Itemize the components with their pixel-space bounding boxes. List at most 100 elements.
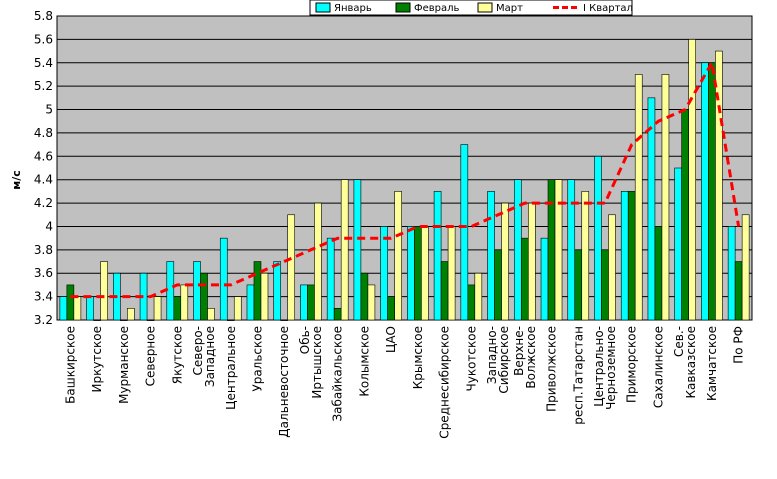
y-axis: 3.2 3.4 3.6 3.8 4 4.2 4.4 4.6 4.8 5 5.2 5.4 5.6 5.8 xyxy=(34,9,53,327)
y-tick-label: 4.6 xyxy=(34,149,53,163)
x-tick-label: Камчатское xyxy=(705,326,719,401)
x-tick-label: Среднесибирское xyxy=(438,326,452,439)
bar-feb-4 xyxy=(173,296,182,321)
x-tick-label: Башкирское xyxy=(63,326,77,404)
x-tick-line: Кавказское xyxy=(684,326,698,399)
bar-jan-18 xyxy=(540,237,549,321)
y-tick-label: 5.4 xyxy=(34,56,53,70)
bar-feb-1 xyxy=(93,319,101,321)
bar-mar-12 xyxy=(394,191,402,321)
bar-feb-24 xyxy=(708,62,716,321)
y-tick-label: 4.4 xyxy=(34,173,53,187)
bar-jan-13 xyxy=(407,226,415,321)
bar-feb-3 xyxy=(146,319,155,321)
bar-jan-10 xyxy=(326,237,335,321)
x-tick-line: Северо- xyxy=(191,326,205,376)
bar-jan-19 xyxy=(567,179,576,321)
x-tick-label: Обь-Иртышское xyxy=(298,326,324,399)
bar-feb-17 xyxy=(520,237,529,321)
x-tick-text: Центральное xyxy=(224,326,238,410)
x-tick-line: Черноземное xyxy=(604,326,618,410)
bar-feb-6 xyxy=(226,319,235,321)
bar-mar-24 xyxy=(715,50,723,321)
x-tick-text: Башкирское xyxy=(63,326,77,404)
bar-jan-20 xyxy=(594,156,602,321)
bar-jan-12 xyxy=(380,226,388,321)
bar-feb-14 xyxy=(440,261,449,321)
bar-mar-15 xyxy=(474,272,483,321)
y-tick-label: 4 xyxy=(45,219,53,233)
bar-mar-19 xyxy=(581,191,590,321)
bar-jan-7 xyxy=(246,284,255,321)
bar-feb-22 xyxy=(654,226,663,321)
x-tick-label: Приморское xyxy=(625,326,639,403)
x-tick-text: Колымское xyxy=(357,326,371,397)
bar-jan-15 xyxy=(460,144,469,321)
x-tick-line: Камчатское xyxy=(705,326,719,401)
bar-jan-9 xyxy=(300,284,308,321)
x-tick-line: Забайкальское xyxy=(331,326,345,422)
x-tick-text: Сахалинское xyxy=(651,326,665,408)
legend-label: Январь xyxy=(334,3,372,14)
x-tick-text: Мурманское xyxy=(117,326,131,404)
x-tick-line: Сибирское xyxy=(497,326,511,394)
bar-mar-7 xyxy=(260,272,269,321)
bar-feb-23 xyxy=(681,109,689,321)
y-tick-label: 3.4 xyxy=(34,290,53,304)
x-tick-line: Волжское xyxy=(524,326,538,389)
legend-box xyxy=(309,0,633,16)
x-tick-text: Якутское xyxy=(170,326,184,384)
legend-swatch xyxy=(395,2,411,13)
bar-mar-23 xyxy=(688,39,696,321)
x-tick-line: Колымское xyxy=(357,326,371,397)
x-tick-label: Сахалинское xyxy=(651,326,665,408)
x-tick-text: Уральское xyxy=(251,326,265,392)
y-tick-label: 3.6 xyxy=(34,266,53,280)
x-tick-text: Иркутское xyxy=(90,326,104,393)
bar-jan-23 xyxy=(674,167,682,321)
bar-mar-16 xyxy=(501,202,509,321)
bar-feb-13 xyxy=(414,226,422,321)
y-tick-label: 4.2 xyxy=(34,196,53,210)
x-tick-text: Северное xyxy=(144,326,158,386)
x-tick-text: Западно-Сибирское xyxy=(485,326,511,394)
bar-feb-11 xyxy=(360,272,369,321)
x-tick-line: Иркутское xyxy=(90,326,104,393)
x-tick-label: Северное xyxy=(144,326,158,386)
x-tick-label: Центральное xyxy=(224,326,238,410)
bar-jan-14 xyxy=(433,191,442,321)
x-tick-text: Крымское xyxy=(411,326,425,389)
x-tick-line: Среднесибирское xyxy=(438,326,452,439)
y-tick-label: 5.2 xyxy=(34,79,53,93)
y-tick-label: 5 xyxy=(45,103,53,117)
x-axis: Башкирское Иркутское Мурманское Северное Яку… xyxy=(63,326,745,439)
x-tick-label: Крымское xyxy=(411,326,425,389)
x-tick-line: Приморское xyxy=(625,326,639,403)
x-tick-text: Забайкальское xyxy=(331,326,345,422)
x-tick-label: Западно-Сибирское xyxy=(485,326,511,394)
bar-mar-17 xyxy=(527,202,536,321)
x-tick-label: Мурманское xyxy=(117,326,131,404)
bar-mar-21 xyxy=(634,74,643,321)
x-tick-label: Верхне-Волжское xyxy=(512,326,538,389)
x-tick-label: Иркутское xyxy=(90,326,104,393)
x-tick-line: Чукотское xyxy=(464,326,478,391)
bar-feb-15 xyxy=(467,284,476,321)
x-tick-label: По РФ xyxy=(732,326,746,364)
bar-mar-10 xyxy=(340,179,349,321)
x-tick-label: Центрально-Черноземное xyxy=(592,326,618,410)
bar-feb-18 xyxy=(547,179,556,321)
bar-jan-22 xyxy=(647,97,656,321)
x-tick-line: Западно- xyxy=(485,326,499,384)
bar-feb-0 xyxy=(66,284,75,321)
bar-feb-5 xyxy=(200,272,208,321)
bar-mar-3 xyxy=(153,296,162,321)
legend: Январь Февраль Март I Квартал xyxy=(309,0,633,16)
bar-mar-2 xyxy=(127,308,135,321)
bar-mar-18 xyxy=(554,179,563,321)
bar-mar-4 xyxy=(180,284,189,321)
x-tick-text: Среднесибирское xyxy=(438,326,452,439)
x-tick-label: Северо-Западное xyxy=(191,326,217,387)
bar-mar-6 xyxy=(233,296,242,321)
